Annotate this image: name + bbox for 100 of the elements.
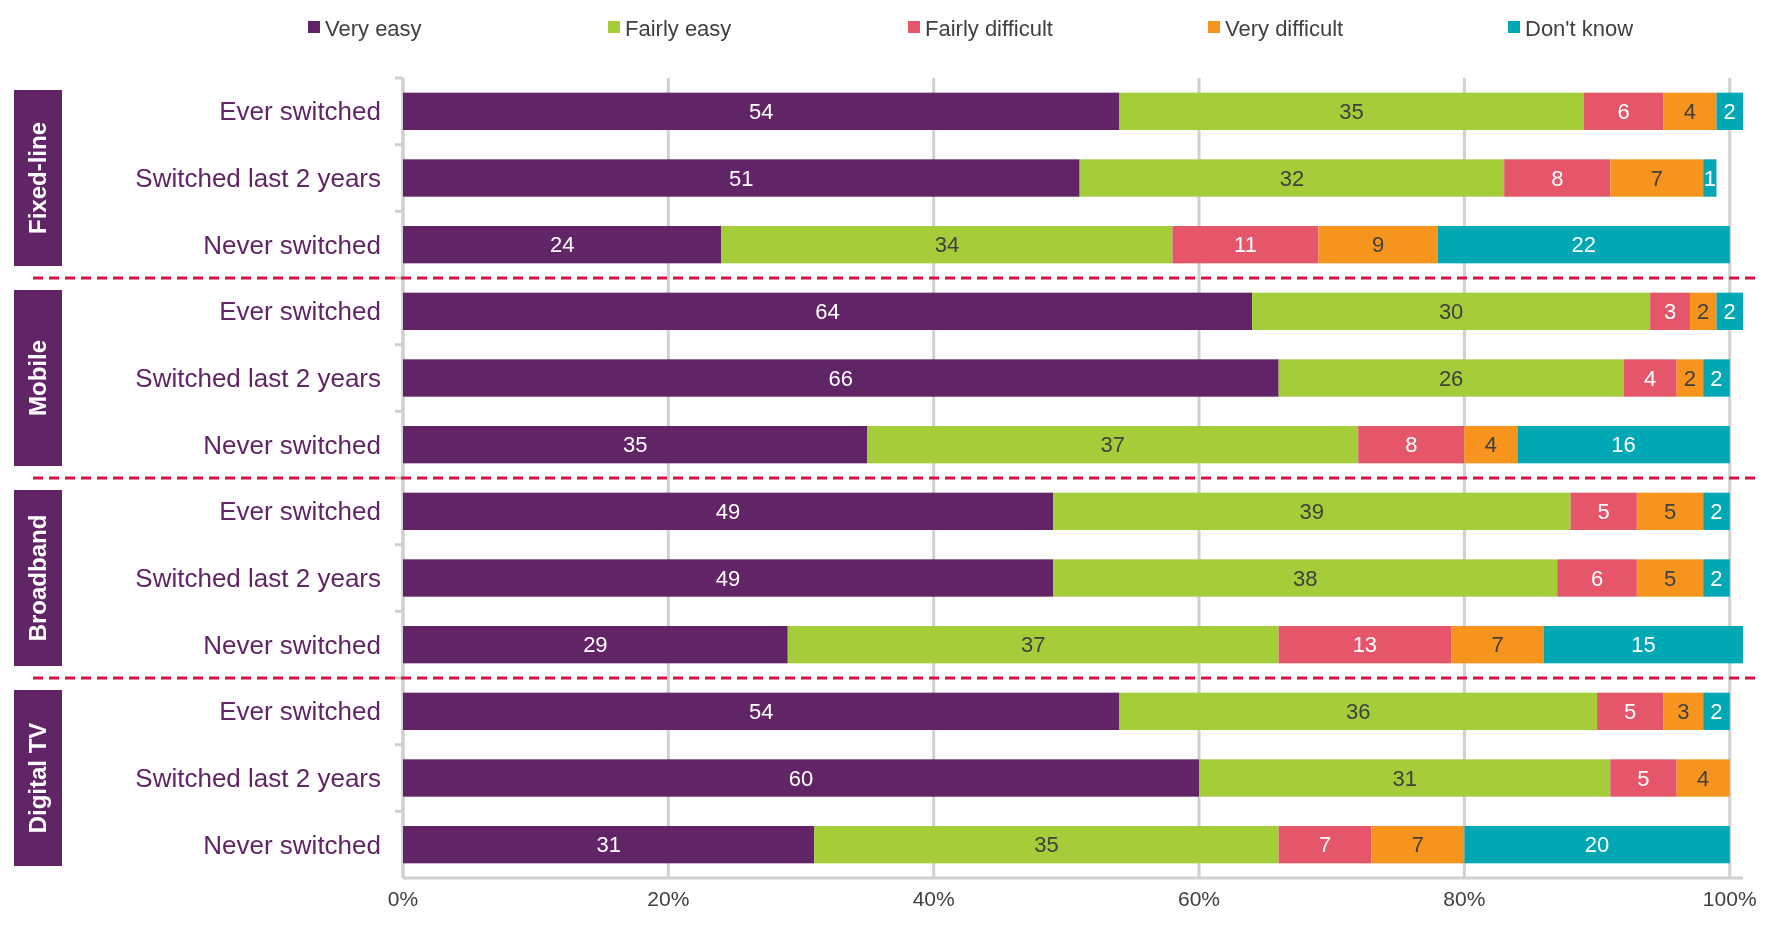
data-label: 36 — [1346, 699, 1371, 725]
bar — [1610, 159, 1704, 197]
bar — [403, 626, 788, 664]
legend-label: Fairly difficult — [925, 15, 1053, 41]
bar — [1172, 226, 1319, 264]
data-label: 5 — [1637, 765, 1650, 791]
data-label: 30 — [1438, 299, 1464, 325]
data-label: 31 — [1392, 765, 1417, 791]
data-label: 6 — [1590, 565, 1604, 591]
data-label: 2 — [1710, 699, 1723, 725]
data-label: 4 — [1683, 99, 1697, 125]
bar — [1583, 92, 1664, 130]
data-label: 39 — [1299, 499, 1325, 525]
y-tick-label: Ever switched — [219, 696, 381, 727]
bar — [403, 292, 1253, 330]
y-tick-label: Never switched — [203, 429, 381, 460]
bar — [1119, 92, 1584, 130]
data-label: 60 — [788, 765, 814, 791]
x-tick-label: 40% — [912, 887, 955, 910]
data-label: 37 — [1020, 632, 1046, 658]
text: Mobile — [24, 340, 52, 416]
text: Fixed-line — [24, 121, 52, 235]
bar — [403, 226, 722, 264]
data-label: 2 — [1710, 565, 1723, 591]
bar — [403, 692, 1120, 730]
bar — [1318, 226, 1438, 264]
data-label: 35 — [622, 432, 648, 458]
data-label: 4 — [1484, 432, 1498, 458]
bar — [403, 559, 1054, 597]
bar — [1597, 692, 1664, 730]
data-label: 7 — [1650, 165, 1663, 191]
bar — [787, 626, 1279, 664]
bar — [814, 826, 1279, 864]
data-label: 2 — [1723, 299, 1736, 325]
data-label: 49 — [715, 565, 741, 591]
data-label: 5 — [1624, 699, 1637, 725]
bar — [1623, 359, 1677, 397]
y-tick-label: Never switched — [203, 629, 381, 660]
bar — [1278, 359, 1624, 397]
x-tick-label: 100% — [1702, 887, 1757, 910]
bar — [1676, 359, 1704, 397]
bar — [1703, 492, 1730, 530]
bar — [1543, 626, 1743, 664]
y-tick-label: Switched last 2 years — [135, 163, 381, 194]
bar — [1504, 159, 1611, 197]
bar — [403, 492, 1054, 530]
bar — [1371, 826, 1465, 864]
data-label: 7 — [1318, 832, 1332, 858]
data-label: 66 — [828, 365, 854, 391]
bar — [1703, 559, 1730, 597]
y-tick-label: Ever switched — [219, 496, 381, 527]
x-tick-label: 20% — [647, 887, 690, 910]
data-label: 3 — [1663, 299, 1677, 325]
data-label: 64 — [815, 299, 840, 325]
data-label: 2 — [1683, 365, 1697, 391]
bar — [1079, 159, 1505, 197]
data-label: 8 — [1551, 165, 1564, 191]
bar — [1437, 226, 1730, 264]
bar — [403, 92, 1120, 130]
data-label: 5 — [1663, 499, 1677, 525]
data-label: 11 — [1234, 232, 1257, 258]
data-label: 2 — [1710, 365, 1723, 391]
bar — [403, 826, 815, 864]
x-tick-label: 60% — [1178, 887, 1221, 910]
data-label: 4 — [1644, 365, 1657, 391]
bar — [1716, 92, 1743, 130]
data-label: 15 — [1631, 632, 1656, 658]
text: Digital TV — [24, 722, 52, 834]
data-label: 2 — [1697, 299, 1710, 325]
bar — [721, 226, 1173, 264]
bar — [1451, 626, 1544, 664]
y-tick-label: Ever switched — [219, 96, 381, 127]
data-label: 35 — [1034, 832, 1059, 858]
data-label: 38 — [1292, 565, 1318, 591]
bar — [403, 359, 1279, 397]
data-label: 9 — [1372, 232, 1385, 258]
y-tick-label: Switched last 2 years — [135, 363, 381, 394]
text: Broadband — [24, 514, 52, 642]
bar — [1278, 826, 1372, 864]
data-label: 37 — [1100, 432, 1126, 458]
data-label: 26 — [1438, 365, 1464, 391]
y-tick-label: Never switched — [203, 229, 381, 260]
bar — [1650, 292, 1690, 330]
data-label: 34 — [934, 232, 960, 258]
y-tick-label: Never switched — [203, 829, 381, 860]
data-label: 13 — [1352, 632, 1378, 658]
data-label: 2 — [1710, 499, 1723, 525]
data-label: 6 — [1617, 99, 1630, 125]
bar — [1053, 559, 1558, 597]
data-label: 5 — [1597, 499, 1610, 525]
data-label: 5 — [1663, 565, 1677, 591]
legend-label: Very difficult — [1225, 15, 1344, 41]
bar — [1570, 492, 1637, 530]
bar — [1636, 492, 1704, 530]
y-tick-label: Ever switched — [219, 296, 381, 327]
bar — [1663, 92, 1717, 130]
data-label: 54 — [748, 99, 774, 125]
bar — [403, 159, 1080, 197]
bar — [1636, 559, 1704, 597]
bar — [1252, 292, 1651, 330]
